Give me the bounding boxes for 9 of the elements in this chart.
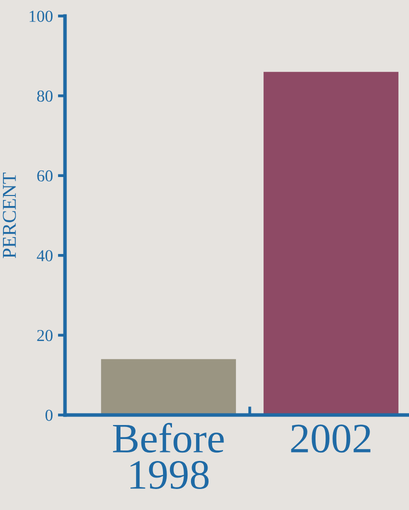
x-tick-label: Before 1998 bbox=[113, 422, 224, 489]
y-tick-label: 80 bbox=[37, 90, 53, 102]
y-axis-title: PERCENT bbox=[2, 172, 16, 258]
y-tick-label: 0 bbox=[45, 410, 53, 421]
y-tick-label: 60 bbox=[37, 170, 53, 182]
y-tick-label: 100 bbox=[30, 10, 53, 22]
x-tick-label: 2002 bbox=[291, 424, 370, 453]
y-tick-label: 40 bbox=[36, 250, 53, 262]
y-tick-label: 20 bbox=[37, 330, 53, 342]
